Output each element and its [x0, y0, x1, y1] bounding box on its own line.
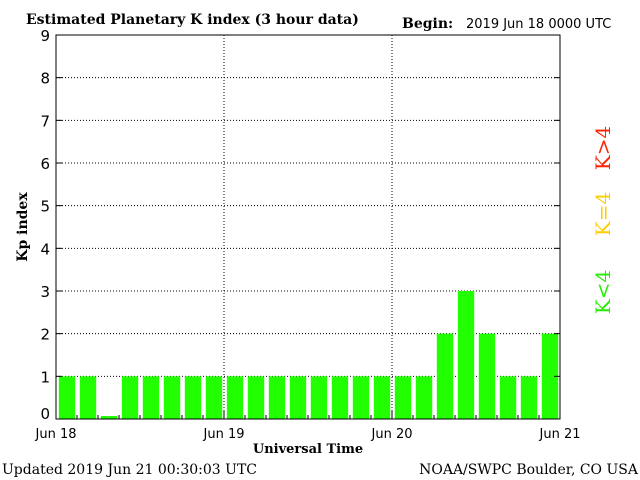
x-axis-label: Universal Time: [253, 442, 363, 457]
kp-bar: [205, 376, 223, 419]
y-tick-label: 5: [40, 198, 50, 216]
y-tick-label: 9: [40, 27, 50, 45]
kp-bar: [394, 376, 412, 419]
kp-bar: [121, 376, 139, 419]
kp-bar: [499, 376, 517, 419]
y-tick-label: 6: [40, 155, 50, 173]
begin-value: 2019 Jun 18 0000 UTC: [466, 17, 611, 32]
x-tick-label: Jun 18: [35, 427, 77, 442]
x-axis-ticks: Jun 18 Jun 19 Jun 20 Jun 21: [35, 411, 581, 442]
y-tick-label: 0: [40, 405, 50, 423]
legend-item: K=4: [591, 192, 615, 236]
bars-group: [58, 291, 559, 419]
kp-bar: [247, 376, 265, 419]
x-tick-label: Jun 21: [539, 427, 581, 442]
kp-bar: [478, 333, 496, 419]
kp-bar: [520, 376, 538, 419]
y-tick-label: 8: [40, 70, 50, 88]
y-axis-ticks: 0 1 2 3 4 5 6 7 8 9: [40, 27, 560, 423]
kp-bar: [142, 376, 160, 419]
grid-lines: [56, 35, 560, 419]
kp-bar: [541, 333, 559, 419]
legend-item: K>4: [591, 126, 615, 170]
y-tick-label: 1: [40, 368, 50, 386]
kp-bar: [331, 376, 349, 419]
kp-bar: [352, 376, 370, 419]
kp-bar: [58, 376, 76, 419]
y-axis-label: Kp index: [15, 192, 31, 262]
kp-bar: [100, 416, 118, 419]
kp-bar: [289, 376, 307, 419]
kp-bar: [436, 333, 454, 419]
kp-bar: [373, 376, 391, 419]
y-tick-label: 4: [40, 240, 50, 258]
source-text: NOAA/SWPC Boulder, CO USA: [419, 462, 639, 478]
x-tick-label: Jun 20: [371, 427, 413, 442]
kp-bar: [184, 376, 202, 419]
kp-bar: [79, 376, 97, 419]
y-tick-label: 3: [40, 283, 50, 301]
begin-label: Begin:: [402, 16, 453, 32]
kp-bar: [268, 376, 286, 419]
legend: K<4 K=4 K>4: [591, 126, 615, 314]
y-tick-label: 2: [40, 326, 50, 344]
chart-title: Estimated Planetary K index (3 hour data…: [26, 12, 359, 28]
x-tick-label: Jun 19: [203, 427, 245, 442]
legend-item: K<4: [591, 270, 615, 314]
kp-bar: [310, 376, 328, 419]
updated-text: Updated 2019 Jun 21 00:30:03 UTC: [2, 462, 257, 478]
y-tick-label: 7: [40, 112, 50, 130]
kp-bar: [226, 376, 244, 419]
kp-bar: [163, 376, 181, 419]
kp-bar: [415, 376, 433, 419]
kp-bar: [457, 291, 475, 419]
